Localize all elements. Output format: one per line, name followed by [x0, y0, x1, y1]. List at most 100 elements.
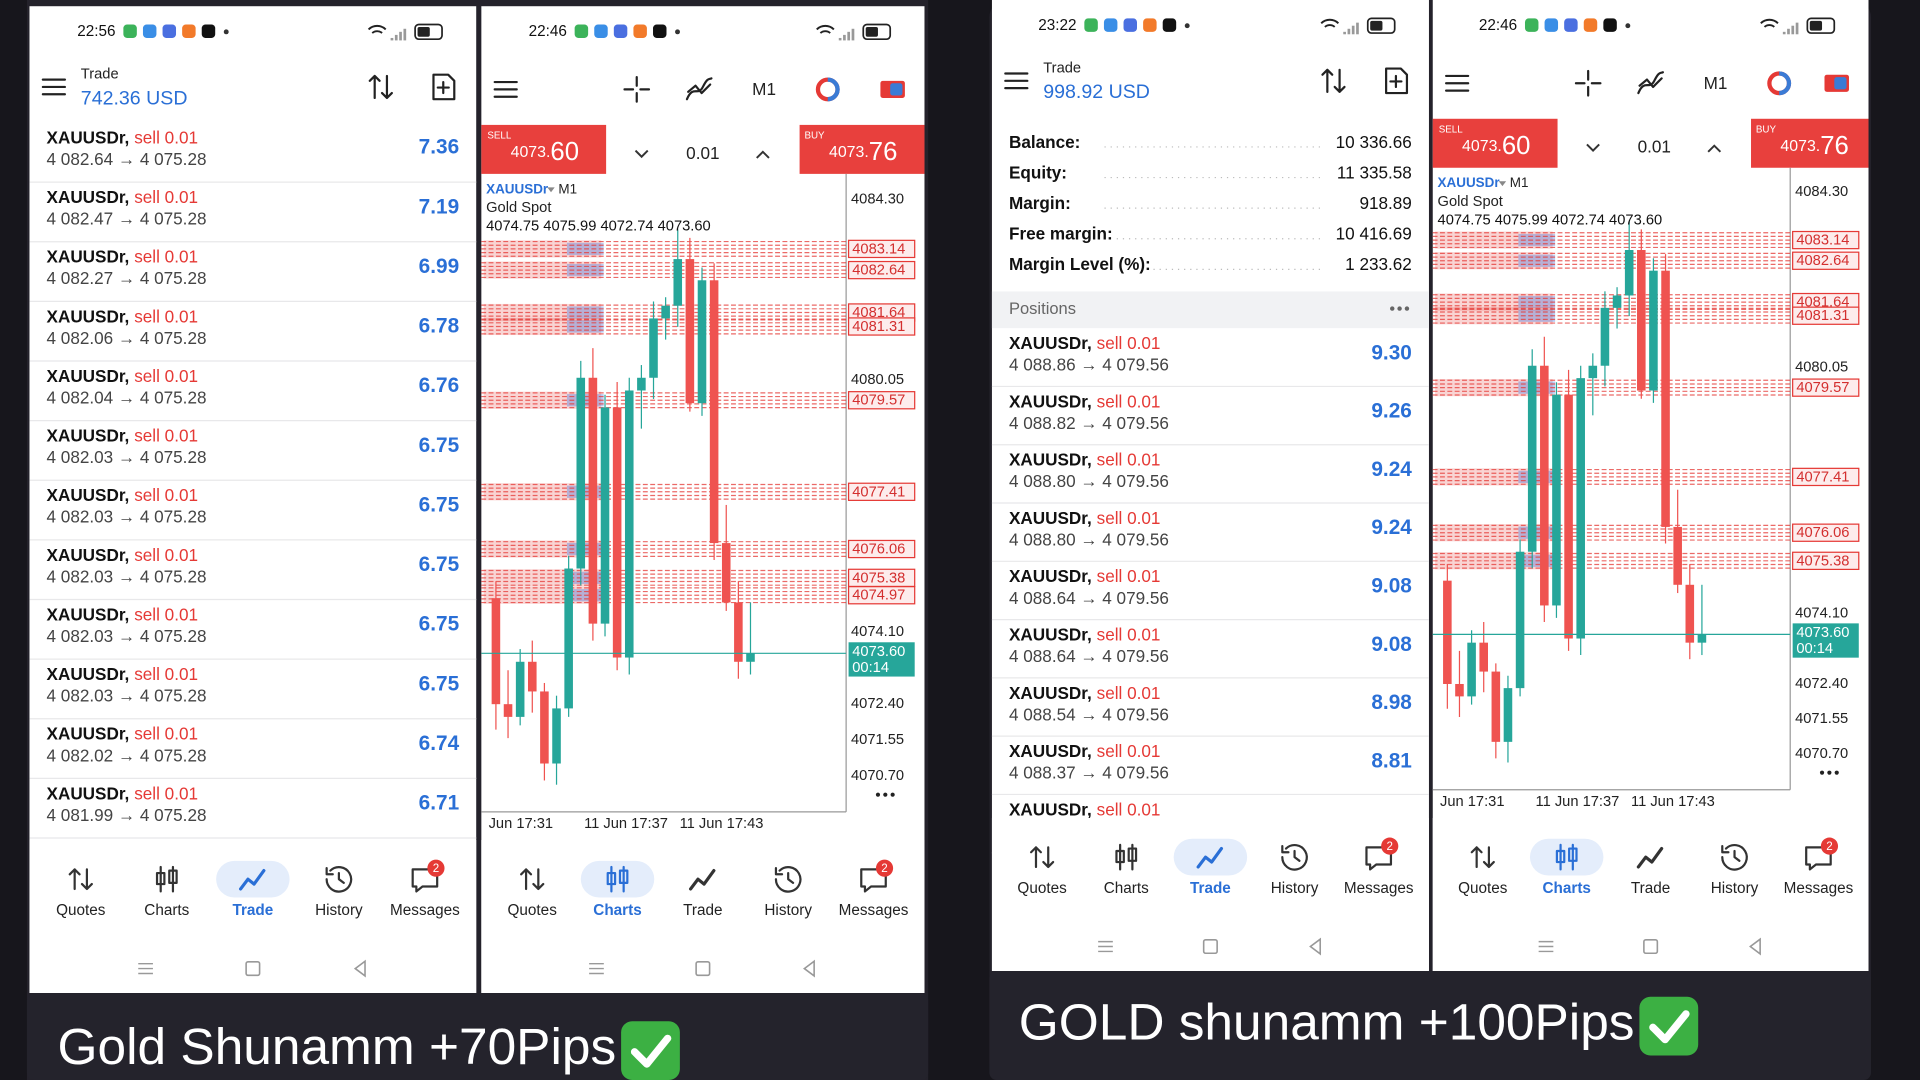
- nav-active-pill: [216, 860, 290, 898]
- candle-timer: 00:14: [1796, 641, 1833, 657]
- nav-label: Charts: [1104, 880, 1149, 897]
- position-profit: 6.75: [419, 613, 459, 636]
- order-label: 4076.06: [852, 542, 905, 558]
- buy-button: [1751, 118, 1869, 168]
- status-icon: [613, 24, 628, 38]
- position-side: sell 0.01: [134, 365, 198, 385]
- buy-price-pips: 76: [869, 138, 898, 166]
- battery-level: [1370, 20, 1383, 31]
- symbol-dropdown: [547, 187, 555, 193]
- position-symbol: XAUUSDr,: [1009, 507, 1092, 527]
- position-profit: 6.76: [419, 374, 459, 397]
- chart-symbol: XAUUSDr: [1438, 175, 1501, 190]
- position-prices: 4 088.80 → 4 079.56: [1009, 471, 1169, 491]
- system-menu: [589, 962, 604, 975]
- more-dot: [1397, 306, 1402, 311]
- time-label: 11 Jun 17:37: [584, 816, 668, 832]
- icon: [1778, 71, 1792, 96]
- signal-bar: [1795, 22, 1799, 35]
- price-label: 4072.40: [1795, 676, 1848, 692]
- position-title: XAUUSDr, sell 0.01: [47, 425, 198, 445]
- position-symbol: XAUUSDr,: [47, 604, 130, 624]
- nav-active-pill: [1173, 838, 1248, 876]
- stat-label: Margin:: [1009, 193, 1071, 213]
- candle-body: [1564, 394, 1573, 639]
- position-symbol: XAUUSDr,: [47, 246, 130, 266]
- position-symbol: XAUUSDr,: [47, 783, 130, 803]
- signal-bar: [838, 37, 842, 41]
- current-price-label: 4073.60: [852, 644, 905, 660]
- position-side: sell 0.01: [1097, 507, 1161, 527]
- icon: [890, 83, 903, 96]
- positions-header: Positions: [1009, 299, 1076, 318]
- nav-label: History: [764, 902, 812, 919]
- icon: [155, 871, 166, 886]
- time-label: 11 Jun 17:43: [680, 816, 764, 832]
- check-emoji: [1639, 996, 1699, 1056]
- lot-increase: [756, 150, 770, 159]
- screen-background: [29, 6, 477, 994]
- nav-badge: [427, 859, 445, 877]
- position-title: XAUUSDr, sell 0.01: [47, 544, 198, 564]
- symbol-dropdown: [1498, 181, 1507, 187]
- candle-body: [503, 704, 513, 717]
- nav-label: Messages: [839, 902, 909, 919]
- system-back: [1749, 937, 1761, 956]
- order-label: 4083.14: [1796, 233, 1849, 249]
- current-price-box: [848, 642, 915, 677]
- candle-body: [637, 377, 646, 391]
- toolbar-timeframe: M1: [1704, 73, 1728, 93]
- battery: [1366, 17, 1396, 34]
- nav-badge-count: 2: [433, 862, 439, 875]
- status-time: 22:56: [77, 23, 115, 40]
- battery-level: [1809, 20, 1823, 31]
- candle-body: [1697, 634, 1707, 643]
- icon: [774, 866, 802, 893]
- position-title: XAUUSDr, sell 0.01: [1009, 333, 1160, 353]
- position-profit: 9.08: [1371, 633, 1411, 656]
- position-prices: 4 088.64 → 4 079.56: [1009, 646, 1169, 666]
- chart-ohlc: 4074.75 4075.99 4072.74 4073.60: [1438, 212, 1663, 228]
- nav-active-pill: [1529, 838, 1604, 876]
- price-label: 4072.40: [851, 696, 904, 712]
- position-prices: 4 082.03 → 4 075.28: [47, 626, 207, 646]
- nav-badge-count: 2: [1826, 840, 1832, 853]
- candle-body: [515, 661, 525, 717]
- system-home: [1643, 939, 1659, 955]
- position-title: XAUUSDr, sell 0.01: [47, 365, 198, 385]
- time-label: 11 Jun 17:37: [1536, 794, 1620, 810]
- status-dot: [1184, 23, 1190, 29]
- position-title: XAUUSDr, sell 0.01: [1009, 682, 1160, 702]
- position-symbol: XAUUSDr,: [1009, 741, 1092, 761]
- nav-label: History: [315, 902, 363, 919]
- candle-body: [540, 691, 549, 764]
- candle-body: [1467, 642, 1476, 697]
- signal-bar: [403, 28, 407, 41]
- order-label-box: [1792, 523, 1860, 542]
- positions-list: XAUUSDr, sell 0.014 088.86 → 4 079.569.30…: [991, 333, 1429, 854]
- signal-bar: [394, 34, 398, 41]
- sell-price-main: 4073.: [1462, 138, 1502, 155]
- sell-price: 4073.60: [1462, 132, 1530, 160]
- position-symbol: XAUUSDr,: [47, 485, 130, 505]
- position-symbol: XAUUSDr,: [47, 306, 130, 326]
- candle-body: [697, 280, 707, 404]
- candle-body: [661, 305, 670, 319]
- chart: XAUUSDr M1 Gold Spot 4074.75 4075.99 4072.7…: [1432, 167, 1860, 810]
- position-title: XAUUSDr, sell 0.01: [47, 723, 198, 743]
- position-side: sell 0.01: [1097, 799, 1161, 819]
- nav-label: Trade: [683, 902, 722, 919]
- position-side: sell 0.01: [134, 783, 198, 803]
- icon: [68, 868, 93, 891]
- battery: [414, 23, 443, 41]
- status-icon: [162, 24, 177, 38]
- candle-body: [528, 661, 537, 692]
- status-icon: [633, 24, 647, 38]
- position-profit: 7.36: [419, 136, 459, 159]
- candle-body: [1661, 270, 1670, 527]
- nav-label: Trade: [232, 902, 273, 919]
- status-icon: [1544, 18, 1559, 32]
- caption: Gold Shunamm +70Pips: [58, 1017, 617, 1075]
